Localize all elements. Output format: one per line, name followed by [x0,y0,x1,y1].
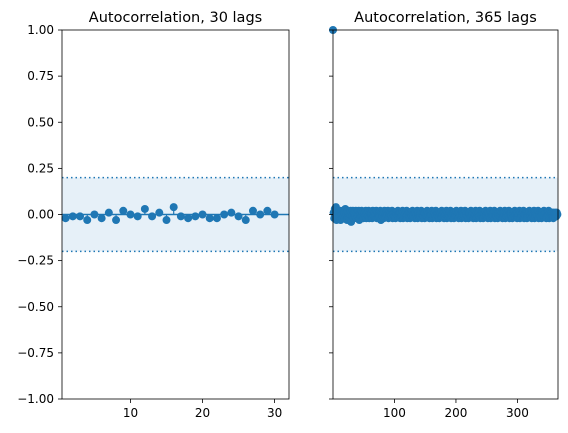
acf-point [263,206,272,215]
acf-point [97,214,106,223]
acf-point [133,212,142,221]
y-tick-label: 0.50 [27,115,54,129]
acf-point [140,204,149,213]
acf-point [248,206,257,215]
chart-title: Autocorrelation, 365 lags [354,10,537,26]
x-tick-label: 20 [195,406,210,420]
acf-point [155,208,164,217]
acf-point [112,216,121,225]
acf-point [61,214,70,223]
y-tick-label: −0.50 [17,300,54,314]
acf-point [212,214,221,223]
acf-point [184,214,193,223]
acf-point [76,212,85,221]
plot-frame [61,29,290,400]
acf-marks [61,176,289,253]
axis-ticks: 100 200 300 [329,29,529,420]
x-tick-label: 300 [506,406,529,420]
acf-point [148,212,157,221]
acf-point [191,212,200,221]
acf-point [176,212,185,221]
x-tick-label: 100 [383,406,406,420]
chart-title: Autocorrelation, 30 lags [89,10,262,26]
y-tick-label: 1.00 [27,23,54,37]
x-tick-label: 200 [444,406,467,420]
acf-point [256,210,265,219]
acf-point [227,208,236,217]
acf-point [119,206,128,215]
acf-point [68,212,77,221]
x-tick-label: 30 [267,406,282,420]
acf-point [162,216,171,225]
plot-frame [332,29,559,400]
acf-point [220,210,229,219]
acf-point [270,210,279,219]
acf-point [553,210,562,219]
acf-marks [329,26,562,253]
acf-point [104,208,113,217]
y-tick-label: −0.75 [17,346,54,360]
y-tick-label: 0.25 [27,161,54,175]
acf-point [83,216,92,225]
x-tick-label: 10 [123,406,138,420]
acf-point [90,210,99,219]
acf-panel-30-lags: 10 20 30 1.00 0.75 0.50 0.25 0.00 −0.25 −0.50 −0.7… [17,10,290,420]
y-tick-label: −1.00 [17,392,54,406]
acf-point [126,210,135,219]
acf-point [198,210,207,219]
y-tick-label: −0.25 [17,254,54,268]
acf-panel-365-lags: 100 200 300 Autocorrelation, 365 lags [329,10,562,420]
y-tick-label: 0.75 [27,69,54,83]
y-tick-label: 0.00 [27,208,54,222]
axis-ticks: 10 20 30 1.00 0.75 0.50 0.25 0.00 −0.25 −0.50 −0.7… [17,23,282,420]
acf-point [234,212,243,221]
acf-point [205,214,214,223]
acf-point [241,216,250,225]
acf-point [169,203,178,212]
